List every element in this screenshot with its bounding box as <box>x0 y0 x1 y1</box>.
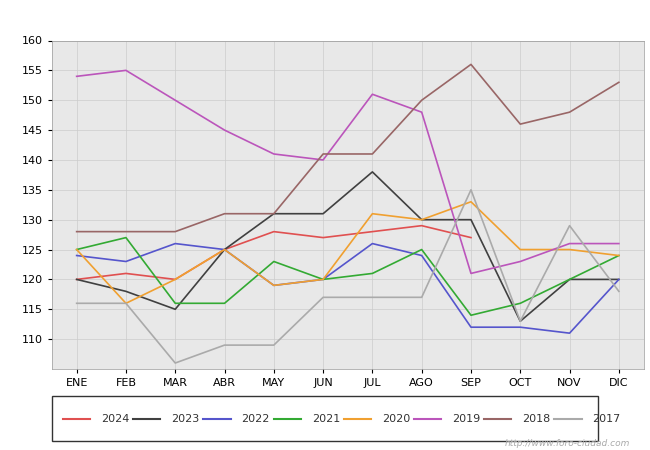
Text: 2021: 2021 <box>312 414 340 423</box>
Text: http://www.foro-ciudad.com: http://www.foro-ciudad.com <box>505 439 630 448</box>
Text: 2019: 2019 <box>452 414 480 423</box>
Text: Afiliados en El Romeral a 30/9/2024: Afiliados en El Romeral a 30/9/2024 <box>164 11 486 29</box>
Text: 2022: 2022 <box>242 414 270 423</box>
Text: 2023: 2023 <box>172 414 200 423</box>
Text: 2017: 2017 <box>593 414 621 423</box>
Text: 2020: 2020 <box>382 414 410 423</box>
Text: 2018: 2018 <box>523 414 551 423</box>
FancyBboxPatch shape <box>52 396 598 441</box>
Text: 2024: 2024 <box>101 414 129 423</box>
